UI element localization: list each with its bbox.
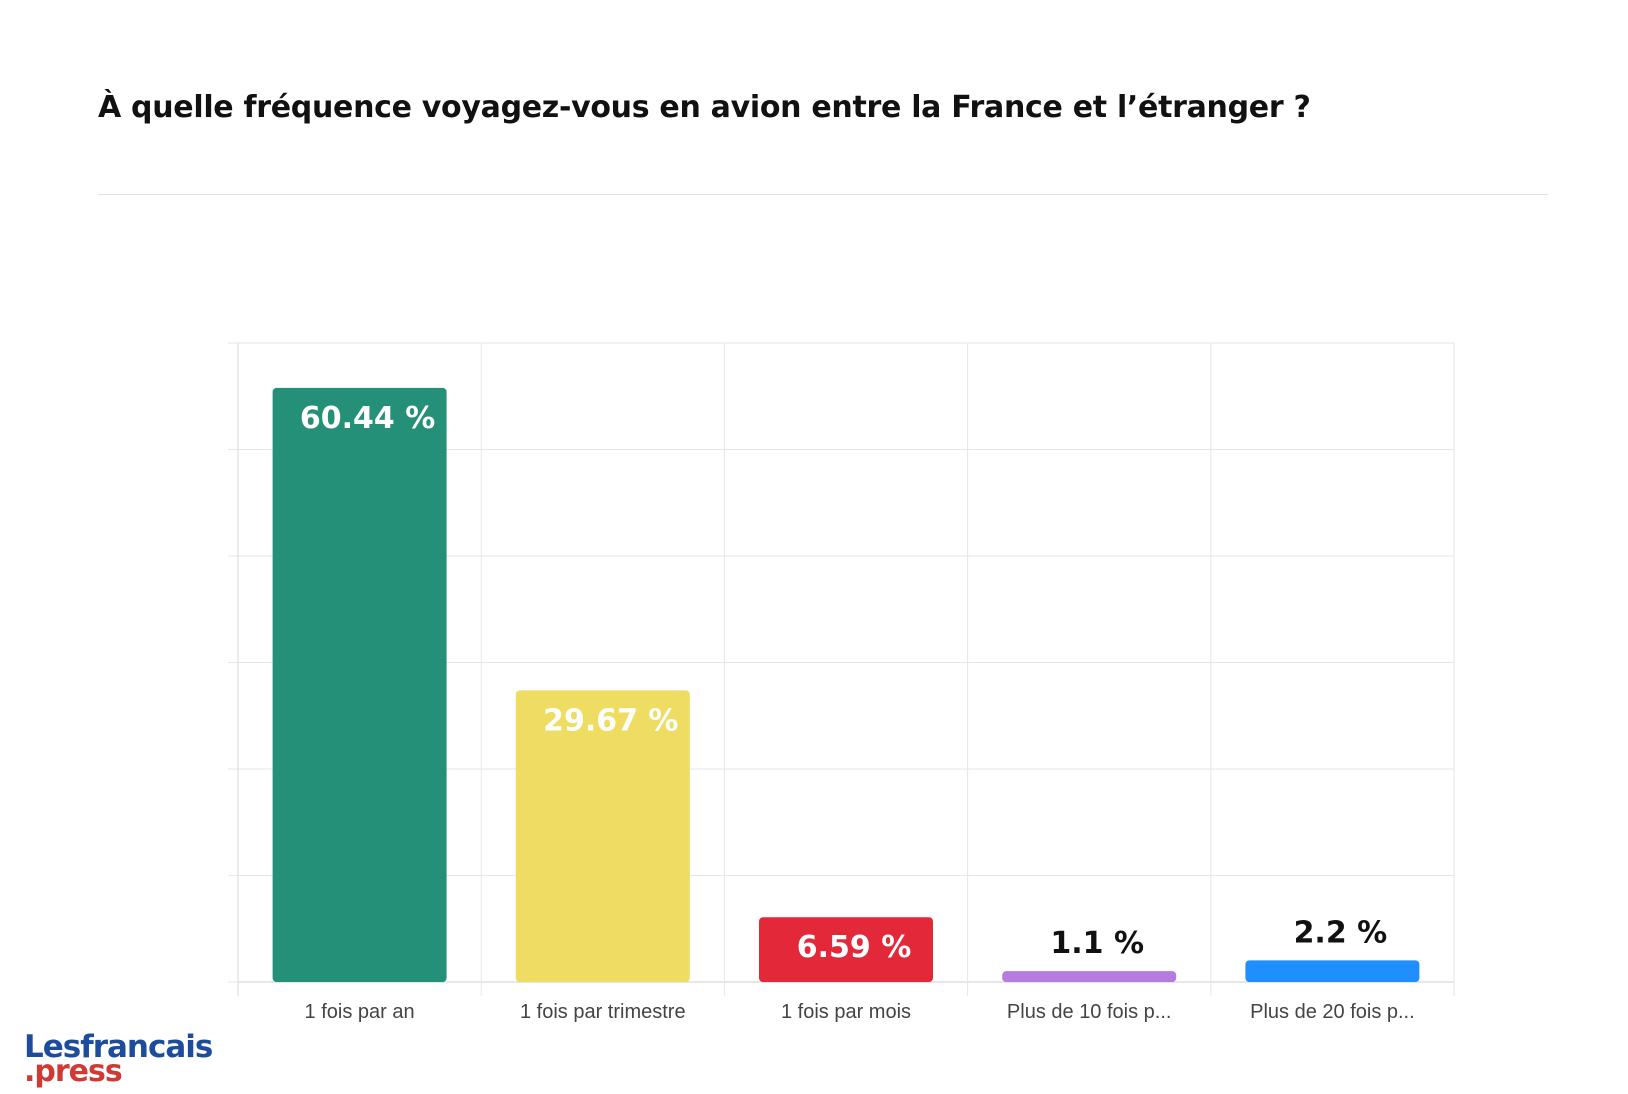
title-divider: [98, 194, 1548, 195]
data-label: 1.1 %: [1050, 926, 1144, 961]
x-tick-label: Plus de 20 fois p...: [1250, 1001, 1415, 1023]
x-tick-label: 1 fois par an: [305, 1001, 415, 1023]
data-label: 60.44 %: [300, 401, 435, 436]
bar: [272, 387, 447, 982]
bar: [1245, 960, 1420, 982]
chart-title: À quelle fréquence voyagez-vous en avion…: [98, 90, 1311, 125]
data-label: 6.59 %: [797, 930, 912, 965]
x-tick-label: 1 fois par mois: [781, 1001, 911, 1023]
data-label: 29.67 %: [543, 703, 678, 738]
bar: [759, 917, 933, 982]
lesfrancais-logo: Lesfrancais .press: [24, 1029, 213, 1089]
logo-line-1: Lesfrancais: [24, 1029, 213, 1065]
logo-line-2: .press: [24, 1054, 123, 1089]
bar: [515, 690, 690, 982]
x-tick-label: Plus de 10 fois p...: [1007, 1001, 1172, 1023]
x-tick-label: 1 fois par trimestre: [520, 1001, 686, 1023]
data-label: 2.2 %: [1294, 915, 1388, 950]
bar: [1002, 971, 1177, 982]
